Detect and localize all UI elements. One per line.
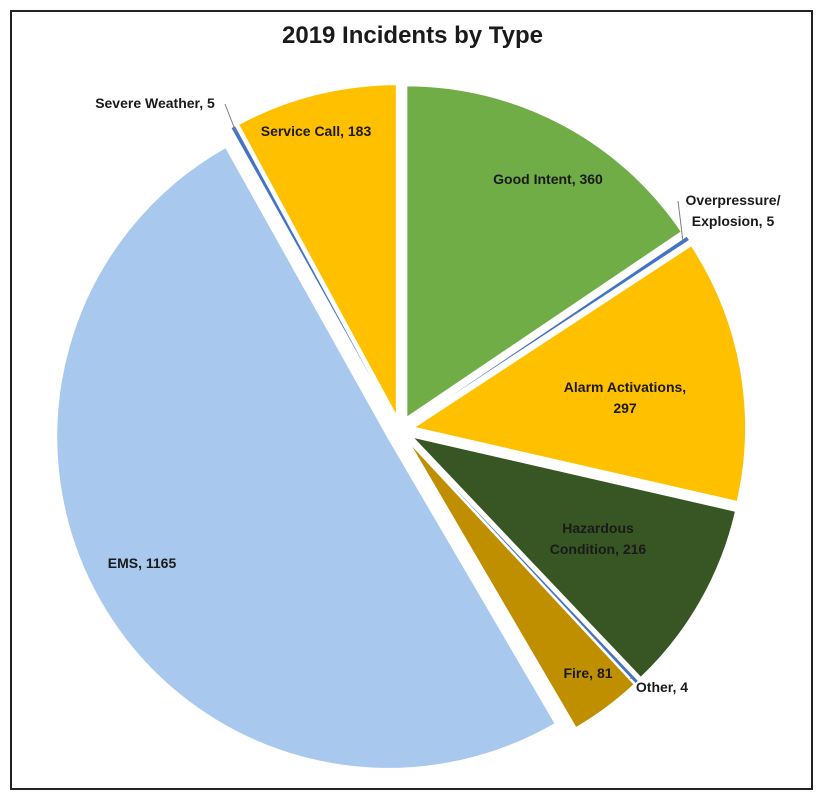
pie-slice <box>55 146 557 770</box>
pie-slice <box>237 83 398 417</box>
pie-slice <box>411 235 690 423</box>
slice-label: Overpressure/Explosion, 5 <box>686 192 781 229</box>
slice-label: Good Intent, 360 <box>493 171 603 187</box>
slice-label: Service Call, 183 <box>261 123 372 139</box>
pie-slice <box>407 440 636 729</box>
pie-slice <box>405 84 683 420</box>
slice-label: Hazardous Condition, 216 <box>550 520 647 557</box>
slice-label: Alarm Activations, 297 <box>564 379 686 416</box>
slice-label: Other, 4 <box>636 679 688 695</box>
pie-slice <box>230 125 394 418</box>
leader-line <box>224 103 237 133</box>
slice-label: Fire, 81 <box>563 665 612 681</box>
pie-slice <box>409 439 639 684</box>
pie-slice <box>409 435 737 679</box>
slice-label: EMS, 1165 <box>108 555 177 571</box>
chart-title: 2019 Incidents by Type <box>282 22 543 49</box>
slice-label: Severe Weather, 5 <box>95 95 215 111</box>
leader-line <box>677 200 684 242</box>
pie-slice <box>411 244 747 503</box>
